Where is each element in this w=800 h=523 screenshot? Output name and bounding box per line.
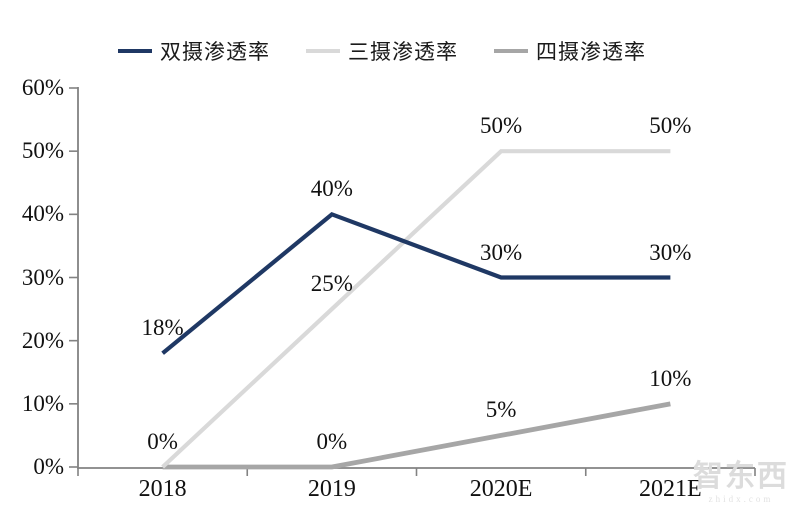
y-axis-tick-label: 0% xyxy=(33,454,64,479)
y-axis-tick-label: 60% xyxy=(21,75,64,100)
data-point-label: 5% xyxy=(485,397,517,423)
legend-label: 三摄渗透率 xyxy=(348,40,458,64)
legend-line-swatch xyxy=(494,49,528,53)
data-point-label: 0% xyxy=(316,429,348,454)
y-axis-tick-label: 40% xyxy=(21,201,64,227)
series-line-2 xyxy=(161,149,671,469)
data-point-label: 50% xyxy=(480,113,523,139)
y-axis-tick-label: 10% xyxy=(21,390,64,416)
legend-label: 四摄渗透率 xyxy=(536,40,646,64)
x-axis-category-label: 2020E xyxy=(469,476,533,502)
data-point-label: 10% xyxy=(649,365,692,391)
series-line-1 xyxy=(161,211,671,355)
legend-item-2: 三摄渗透率 xyxy=(306,36,458,66)
chart-legend: 双摄渗透率 三摄渗透率 四摄渗透率 xyxy=(118,36,646,66)
series-line-3 xyxy=(162,401,671,470)
x-axis-category-label: 2018 xyxy=(138,476,187,502)
legend-line-swatch xyxy=(306,49,340,53)
x-axis-category-label: 2019 xyxy=(307,476,356,502)
y-axis-tick-label: 50% xyxy=(21,138,64,164)
y-axis-tick-label: 20% xyxy=(21,327,64,353)
data-point-label: 25% xyxy=(310,271,353,297)
legend-line-swatch xyxy=(118,49,152,53)
data-point-label: 18% xyxy=(141,315,184,341)
data-point-label: 50% xyxy=(649,113,692,139)
data-point-label: 0% xyxy=(147,429,178,454)
data-point-label: 30% xyxy=(480,239,523,265)
y-axis-tick-label: 30% xyxy=(21,264,64,290)
legend-item-1: 双摄渗透率 xyxy=(118,36,270,66)
legend-label: 双摄渗透率 xyxy=(160,40,270,64)
data-point-label: 40% xyxy=(310,176,353,202)
legend-item-3: 四摄渗透率 xyxy=(494,36,646,66)
x-axis-category-label: 2021E xyxy=(639,476,702,502)
data-point-label: 30% xyxy=(649,239,692,265)
